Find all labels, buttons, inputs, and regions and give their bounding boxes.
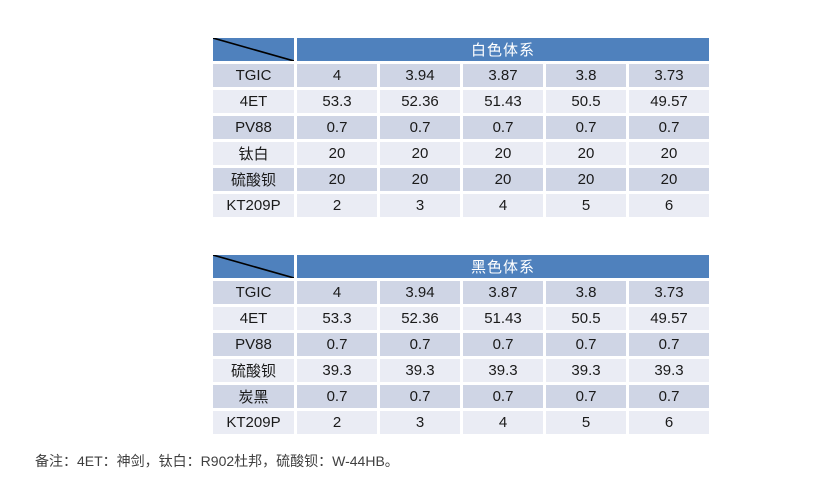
table-row: PV88 0.7 0.7 0.7 0.7 0.7 [213,116,709,139]
value-cell: 39.3 [297,359,377,382]
table-row: TGIC 4 3.94 3.87 3.8 3.73 [213,281,709,304]
row-label: 4ET [213,307,294,330]
value-cell: 4 [297,281,377,304]
value-cell: 0.7 [380,116,460,139]
diagonal-corner-cell [213,38,294,61]
table-row: KT209P 2 3 4 5 6 [213,194,709,217]
value-cell: 20 [629,142,709,165]
value-cell: 3.73 [629,281,709,304]
value-cell: 3.73 [629,64,709,87]
row-label: 硫酸钡 [213,359,294,382]
value-cell: 0.7 [546,333,626,356]
row-label: PV88 [213,116,294,139]
header-row: 白色体系 [213,38,709,61]
white-system-table: 白色体系 TGIC 4 3.94 3.87 3.8 3.73 4ET 53.3 52.36 51.4… [210,35,712,220]
row-label: KT209P [213,411,294,434]
value-cell: 3.87 [463,64,543,87]
value-cell: 3.94 [380,64,460,87]
diagonal-line-icon [213,38,294,61]
value-cell: 20 [629,168,709,191]
value-cell: 53.3 [297,90,377,113]
table-row: 炭黑 0.7 0.7 0.7 0.7 0.7 [213,385,709,408]
table-black: 黑色体系 TGIC 4 3.94 3.87 3.8 3.73 4ET 53.3 52.36 51.4… [210,252,712,437]
value-cell: 49.57 [629,307,709,330]
value-cell: 4 [463,411,543,434]
value-cell: 52.36 [380,90,460,113]
table-white: 白色体系 TGIC 4 3.94 3.87 3.8 3.73 4ET 53.3 52.36 51.4… [210,35,712,220]
value-cell: 3 [380,411,460,434]
table-row: 硫酸钡 20 20 20 20 20 [213,168,709,191]
row-label: TGIC [213,281,294,304]
value-cell: 39.3 [546,359,626,382]
value-cell: 39.3 [629,359,709,382]
value-cell: 0.7 [297,333,377,356]
value-cell: 0.7 [546,385,626,408]
value-cell: 20 [463,168,543,191]
value-cell: 53.3 [297,307,377,330]
value-cell: 0.7 [297,116,377,139]
black-system-table: 黑色体系 TGIC 4 3.94 3.87 3.8 3.73 4ET 53.3 52.36 51.4… [210,252,712,437]
value-cell: 50.5 [546,90,626,113]
value-cell: 0.7 [629,385,709,408]
value-cell: 0.7 [629,116,709,139]
value-cell: 51.43 [463,90,543,113]
value-cell: 0.7 [297,385,377,408]
row-label: 炭黑 [213,385,294,408]
value-cell: 20 [546,168,626,191]
value-cell: 20 [297,168,377,191]
row-label: 钛白 [213,142,294,165]
value-cell: 20 [463,142,543,165]
value-cell: 20 [297,142,377,165]
value-cell: 51.43 [463,307,543,330]
value-cell: 3.94 [380,281,460,304]
row-label: KT209P [213,194,294,217]
value-cell: 0.7 [380,333,460,356]
row-label: TGIC [213,64,294,87]
table-row: 钛白 20 20 20 20 20 [213,142,709,165]
value-cell: 0.7 [463,385,543,408]
value-cell: 52.36 [380,307,460,330]
value-cell: 6 [629,194,709,217]
table-row: PV88 0.7 0.7 0.7 0.7 0.7 [213,333,709,356]
table-title: 黑色体系 [297,255,709,278]
table-row: 硫酸钡 39.3 39.3 39.3 39.3 39.3 [213,359,709,382]
value-cell: 20 [380,168,460,191]
value-cell: 2 [297,411,377,434]
row-label: 4ET [213,90,294,113]
table-row: 4ET 53.3 52.36 51.43 50.5 49.57 [213,90,709,113]
value-cell: 0.7 [629,333,709,356]
value-cell: 0.7 [380,385,460,408]
table-row: 4ET 53.3 52.36 51.43 50.5 49.57 [213,307,709,330]
value-cell: 5 [546,194,626,217]
value-cell: 4 [297,64,377,87]
value-cell: 50.5 [546,307,626,330]
value-cell: 49.57 [629,90,709,113]
value-cell: 5 [546,411,626,434]
value-cell: 20 [546,142,626,165]
header-row: 黑色体系 [213,255,709,278]
value-cell: 6 [629,411,709,434]
value-cell: 0.7 [463,333,543,356]
value-cell: 39.3 [463,359,543,382]
footnote-text: 备注：4ET：神剑，钛白：R902杜邦，硫酸钡：W-44HB。 [35,453,399,469]
table-row: KT209P 2 3 4 5 6 [213,411,709,434]
value-cell: 20 [380,142,460,165]
value-cell: 3.8 [546,281,626,304]
value-cell: 0.7 [463,116,543,139]
row-label: PV88 [213,333,294,356]
row-label: 硫酸钡 [213,168,294,191]
value-cell: 3 [380,194,460,217]
value-cell: 0.7 [546,116,626,139]
value-cell: 39.3 [380,359,460,382]
table-title: 白色体系 [297,38,709,61]
diagonal-line-icon [213,255,294,278]
table-row: TGIC 4 3.94 3.87 3.8 3.73 [213,64,709,87]
diagonal-corner-cell [213,255,294,278]
value-cell: 4 [463,194,543,217]
value-cell: 3.8 [546,64,626,87]
value-cell: 2 [297,194,377,217]
value-cell: 3.87 [463,281,543,304]
